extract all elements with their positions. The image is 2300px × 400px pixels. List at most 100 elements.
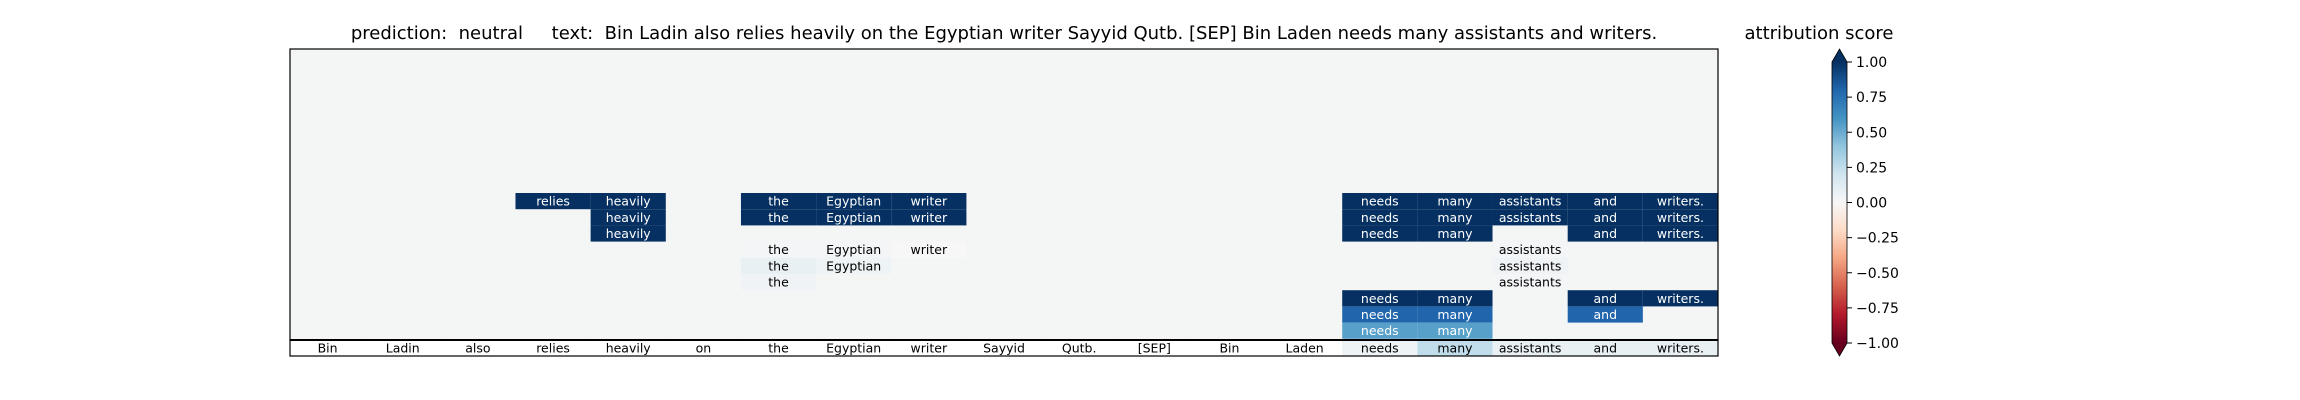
explanation-row-cell-label: and [1593, 210, 1617, 225]
token-label: the [768, 341, 789, 356]
explanation-row-cell-label: needs [1361, 194, 1399, 209]
colorbar-bar [1832, 62, 1847, 343]
explanation-row-cell [1342, 209, 1418, 226]
explanation-row-cell-label: writers. [1657, 226, 1704, 241]
token-row-cell [440, 340, 516, 356]
colorbar-min-arrow [1832, 343, 1847, 356]
explanation-row-cell [1417, 225, 1493, 242]
explanation-row-cell-label: needs [1361, 291, 1399, 306]
token-label: and [1593, 341, 1617, 356]
token-row-cell [665, 340, 741, 356]
token-row-cell [816, 340, 892, 356]
colorbar-tick-label: 1.00 [1856, 55, 1887, 71]
explanation-row-cell [816, 193, 892, 210]
token-label: Qutb. [1062, 341, 1097, 356]
explanation-row-cell-label: many [1437, 210, 1473, 225]
colorbar-tick-label: −0.25 [1856, 231, 1899, 247]
explanation-row-cell [590, 193, 666, 210]
explanation-row-cell-label: assistants [1499, 275, 1562, 290]
explanation-row-cell [816, 257, 892, 274]
token-row-cell [740, 340, 817, 356]
token-row-cell [1191, 340, 1268, 356]
colorbar-tick-label: −0.50 [1856, 266, 1899, 282]
explanation-row-cell-label: many [1437, 307, 1473, 322]
token-label: [SEP] [1138, 341, 1171, 356]
explanation-row-cell-label: assistants [1499, 242, 1562, 257]
token-row-cell [1567, 340, 1643, 356]
explanation-row-cell [1492, 193, 1568, 210]
token-label: Ladin [386, 341, 420, 356]
explanation-row-cell [891, 193, 967, 210]
token-row-cell [1041, 340, 1117, 356]
explanation-row-cell-label: writers. [1657, 291, 1704, 306]
explanation-row-cell [740, 257, 817, 274]
explanation-row-cell [1417, 290, 1493, 307]
explanation-row-cell [1567, 225, 1643, 242]
token-row-cell [365, 340, 441, 356]
token-row-cell [966, 340, 1042, 356]
explanation-row-cell [740, 274, 817, 291]
colorbar-tick-label: −0.75 [1856, 301, 1899, 317]
token-row-cell [1492, 340, 1568, 356]
explanation-row-cell-label: the [768, 210, 789, 225]
token-row-cell [891, 340, 967, 356]
colorbar-tick-label: 0.25 [1856, 160, 1887, 176]
explanation-row-cell-label: and [1593, 307, 1617, 322]
explanation-row-cell [1642, 209, 1718, 226]
colorbar-tick-label: 0.75 [1856, 90, 1887, 106]
explanation-row-cell [1417, 209, 1493, 226]
explanation-row-cell [1567, 306, 1643, 323]
chart-title: prediction: neutral text: Bin Ladin also… [350, 23, 1658, 44]
explanation-row-cell [1342, 193, 1418, 210]
explanation-row-cell [1567, 290, 1643, 307]
explanation-row-cell [891, 209, 967, 226]
explanation-row-cell [590, 209, 666, 226]
token-row-cell [1417, 340, 1493, 356]
explanation-row-cell-label: writer [911, 194, 948, 209]
explanation-row-cell-label: needs [1361, 226, 1399, 241]
explanation-row-cell-label: heavily [606, 226, 652, 241]
explanation-row-cell-label: assistants [1499, 258, 1562, 273]
explanation-row-cell [1342, 306, 1418, 323]
explanation-row-cell-label: Egyptian [826, 258, 881, 273]
explanation-row-cell-label: the [768, 242, 789, 257]
explanation-row-cell-label: relies [536, 194, 570, 209]
explanation-row-cell [1492, 257, 1568, 274]
token-row-cell [1116, 340, 1192, 356]
explanation-row-cell-label: many [1437, 323, 1473, 338]
token-label: relies [536, 341, 570, 356]
explanation-row-cell [1567, 193, 1643, 210]
token-row-cell [290, 340, 366, 356]
explanation-row-cell-label: needs [1361, 210, 1399, 225]
explanation-row-cell [816, 209, 892, 226]
explanation-row-cell-label: and [1593, 226, 1617, 241]
explanation-row-cell-label: many [1437, 226, 1473, 241]
explanation-row-cell-label: Egyptian [826, 210, 881, 225]
token-label: Sayyid [983, 341, 1025, 356]
explanation-row-cell-label: heavily [606, 194, 652, 209]
explanation-row-cell-label: and [1593, 291, 1617, 306]
colorbar-tick-label: 0.50 [1856, 125, 1887, 141]
token-label: heavily [606, 341, 652, 356]
token-label: on [696, 341, 712, 356]
colorbar-tick-label: −1.00 [1856, 336, 1899, 352]
token-label: writer [911, 341, 948, 356]
explanation-row-cell [1342, 290, 1418, 307]
explanation-row-cell-label: the [768, 194, 789, 209]
explanation-row-cell [1642, 193, 1718, 210]
explanation-row-cell-label: Egyptian [826, 242, 881, 257]
explanation-row-cell [740, 209, 817, 226]
axes-frame [289, 48, 1719, 357]
explanation-row-cell [891, 241, 967, 258]
explanation-row-cell-label: many [1437, 291, 1473, 306]
token-label: writers. [1657, 341, 1704, 356]
explanation-row-cell [740, 241, 817, 258]
token-label: also [465, 341, 490, 356]
explanation-row-cell [515, 193, 591, 210]
colorbar-tick-label: 0.00 [1856, 196, 1887, 212]
explanation-row-cell [740, 193, 817, 210]
explanation-row-cell [590, 225, 666, 242]
explanation-row-cell-label: assistants [1499, 210, 1562, 225]
explanation-row-cell-label: many [1437, 194, 1473, 209]
